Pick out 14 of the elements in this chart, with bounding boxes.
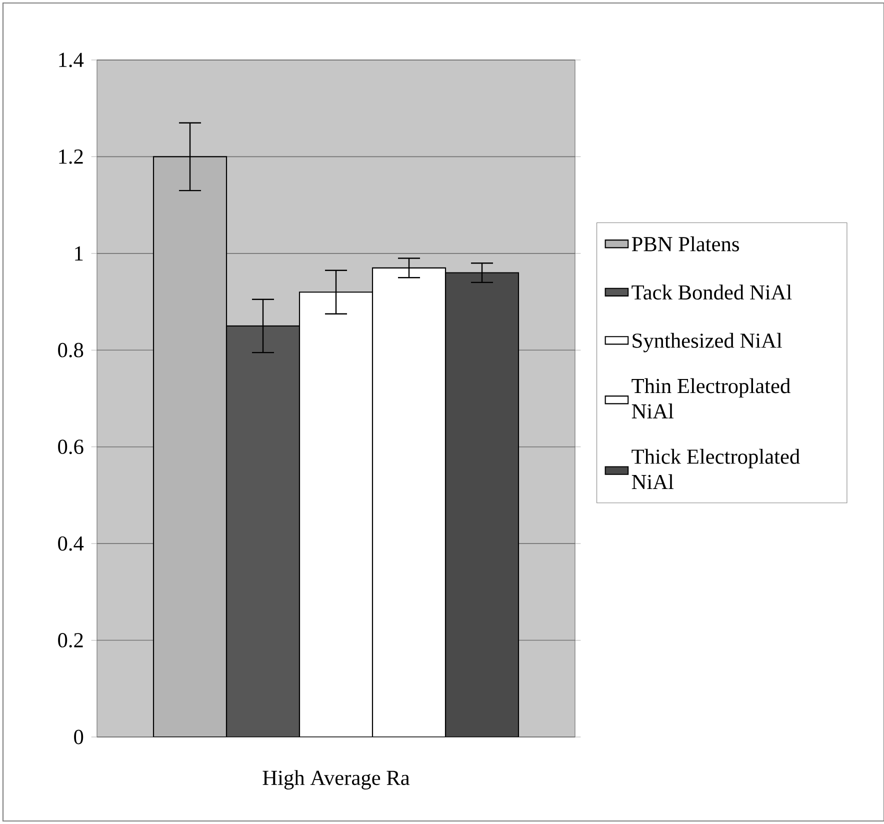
y-tick-label: 1.4 — [59, 52, 84, 68]
y-tick-label: 0.4 — [58, 536, 84, 551]
y-tick-label: 0 — [74, 730, 84, 744]
legend-label: Thin Electroplated NiAl — [632, 378, 790, 418]
y-tick-label: 0.8 — [58, 342, 84, 358]
x-tick-label: High Average Ra — [262, 770, 410, 790]
y-tick-label: 1.2 — [59, 150, 83, 164]
legend-label: Synthesized NiAl — [632, 332, 782, 352]
y-tick-label: 1 — [75, 246, 83, 260]
y-tick-label: 0.2 — [58, 633, 83, 648]
y-tick-label: 0.6 — [58, 440, 84, 454]
legend-label: Tack Bonded NiAl — [632, 284, 792, 300]
legend-label: Thick Electroplated NiAl — [632, 448, 800, 490]
legend-label: PBN Platens — [632, 236, 739, 252]
